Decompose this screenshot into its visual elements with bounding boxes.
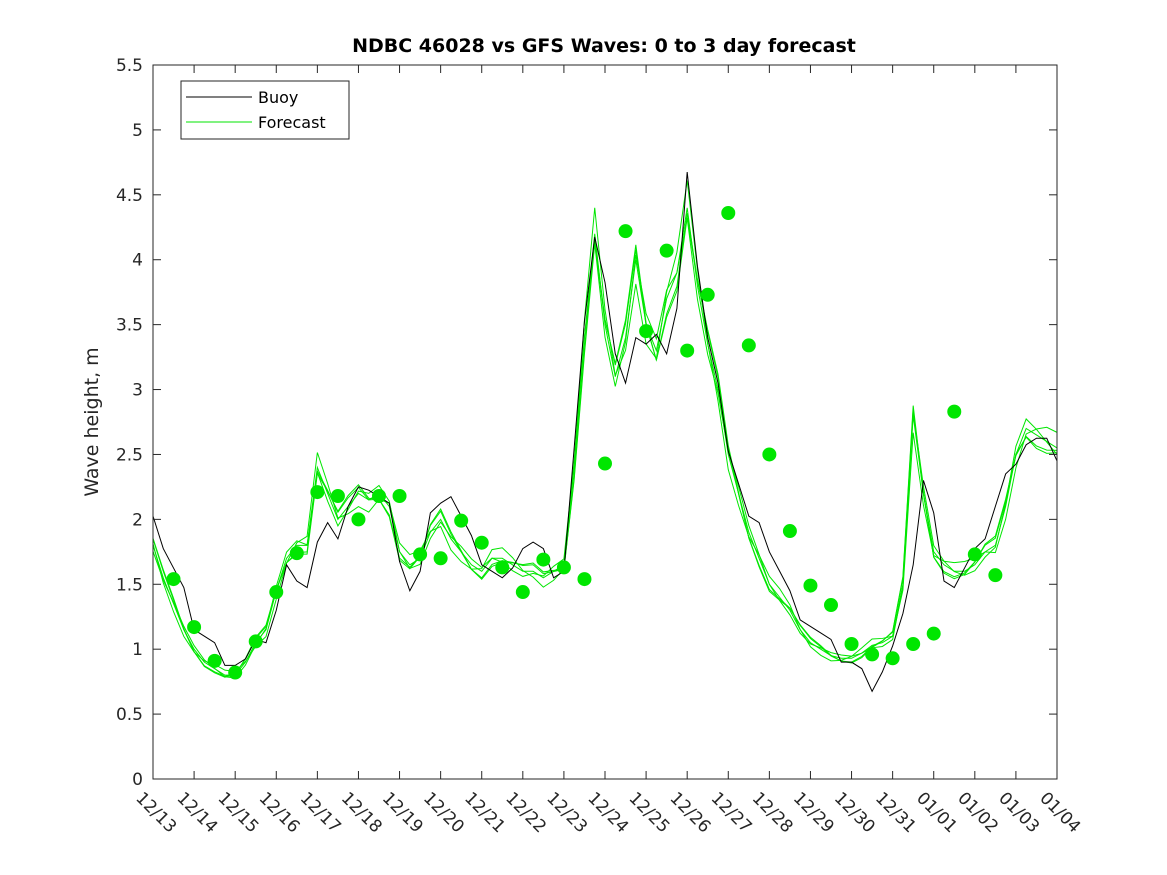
forecast-marker	[926, 626, 941, 641]
legend-box	[180, 80, 350, 140]
forecast-marker	[515, 585, 530, 600]
forecast-marker	[166, 572, 181, 587]
forecast-marker	[413, 547, 428, 562]
forecast-marker	[824, 598, 838, 613]
legend: Buoy Forecast	[180, 80, 350, 140]
forecast-marker	[885, 651, 900, 666]
y-tick-label: 2	[132, 510, 143, 530]
forecast-marker	[228, 665, 243, 680]
forecast-marker	[844, 636, 859, 651]
forecast-marker	[700, 287, 715, 302]
y-tick-label: 4	[132, 251, 143, 271]
forecast-marker	[865, 647, 880, 662]
forecast-marker	[474, 535, 489, 550]
y-tick-label: 4.5	[116, 186, 143, 206]
series-line-buoy	[152, 172, 1058, 693]
forecast-marker	[536, 552, 551, 567]
y-tick-label: 1.5	[116, 575, 143, 595]
plot-markers	[166, 205, 1003, 680]
y-tick-label: 3.5	[116, 316, 143, 336]
forecast-marker	[351, 512, 366, 527]
forecast-marker	[392, 488, 407, 503]
y-tick-label: 0.5	[116, 705, 143, 725]
forecast-marker	[495, 560, 510, 575]
forecast-marker	[762, 447, 777, 462]
forecast-marker	[454, 513, 469, 528]
forecast-marker	[372, 488, 386, 503]
forecast-marker	[659, 243, 674, 258]
y-tick-label: 1	[132, 640, 143, 660]
forecast-marker	[187, 620, 202, 635]
y-tick-label: 3	[132, 381, 143, 401]
forecast-marker	[639, 324, 654, 339]
forecast-marker	[967, 547, 982, 562]
forecast-marker	[310, 485, 325, 500]
forecast-marker	[741, 338, 756, 353]
forecast-marker	[248, 634, 263, 649]
forecast-marker	[433, 551, 448, 566]
y-axis: 0 0.5 1 1.5 2 2.5 3 3.5 4 4.5 5 5.5	[116, 56, 1057, 790]
forecast-marker	[289, 546, 304, 561]
forecast-marker	[803, 578, 818, 593]
y-tick-label: 2.5	[116, 445, 143, 465]
forecast-marker	[721, 205, 736, 220]
forecast-marker	[782, 524, 797, 539]
forecast-marker	[577, 572, 592, 587]
forecast-marker	[207, 653, 222, 668]
y-tick-label: 5	[132, 121, 143, 141]
plot-area	[153, 65, 1057, 779]
y-axis-label: Wave height, m	[81, 347, 103, 496]
forecast-marker	[269, 585, 284, 600]
series-line-forecast-3	[152, 180, 1058, 673]
forecast-marker	[330, 488, 345, 503]
y-tick-label: 0	[132, 770, 143, 790]
forecast-marker	[680, 343, 695, 358]
forecast-marker	[906, 636, 921, 651]
forecast-marker	[618, 224, 633, 239]
forecast-marker	[947, 404, 962, 419]
legend-buoy-label: Buoy	[258, 88, 298, 107]
forecast-marker	[598, 456, 612, 471]
legend-forecast-label: Forecast	[258, 113, 326, 132]
forecast-marker	[988, 568, 1003, 583]
forecast-marker	[556, 560, 571, 575]
chart-title: NDBC 46028 vs GFS Waves: 0 to 3 day fore…	[352, 35, 856, 57]
y-tick-label: 5.5	[116, 56, 143, 76]
